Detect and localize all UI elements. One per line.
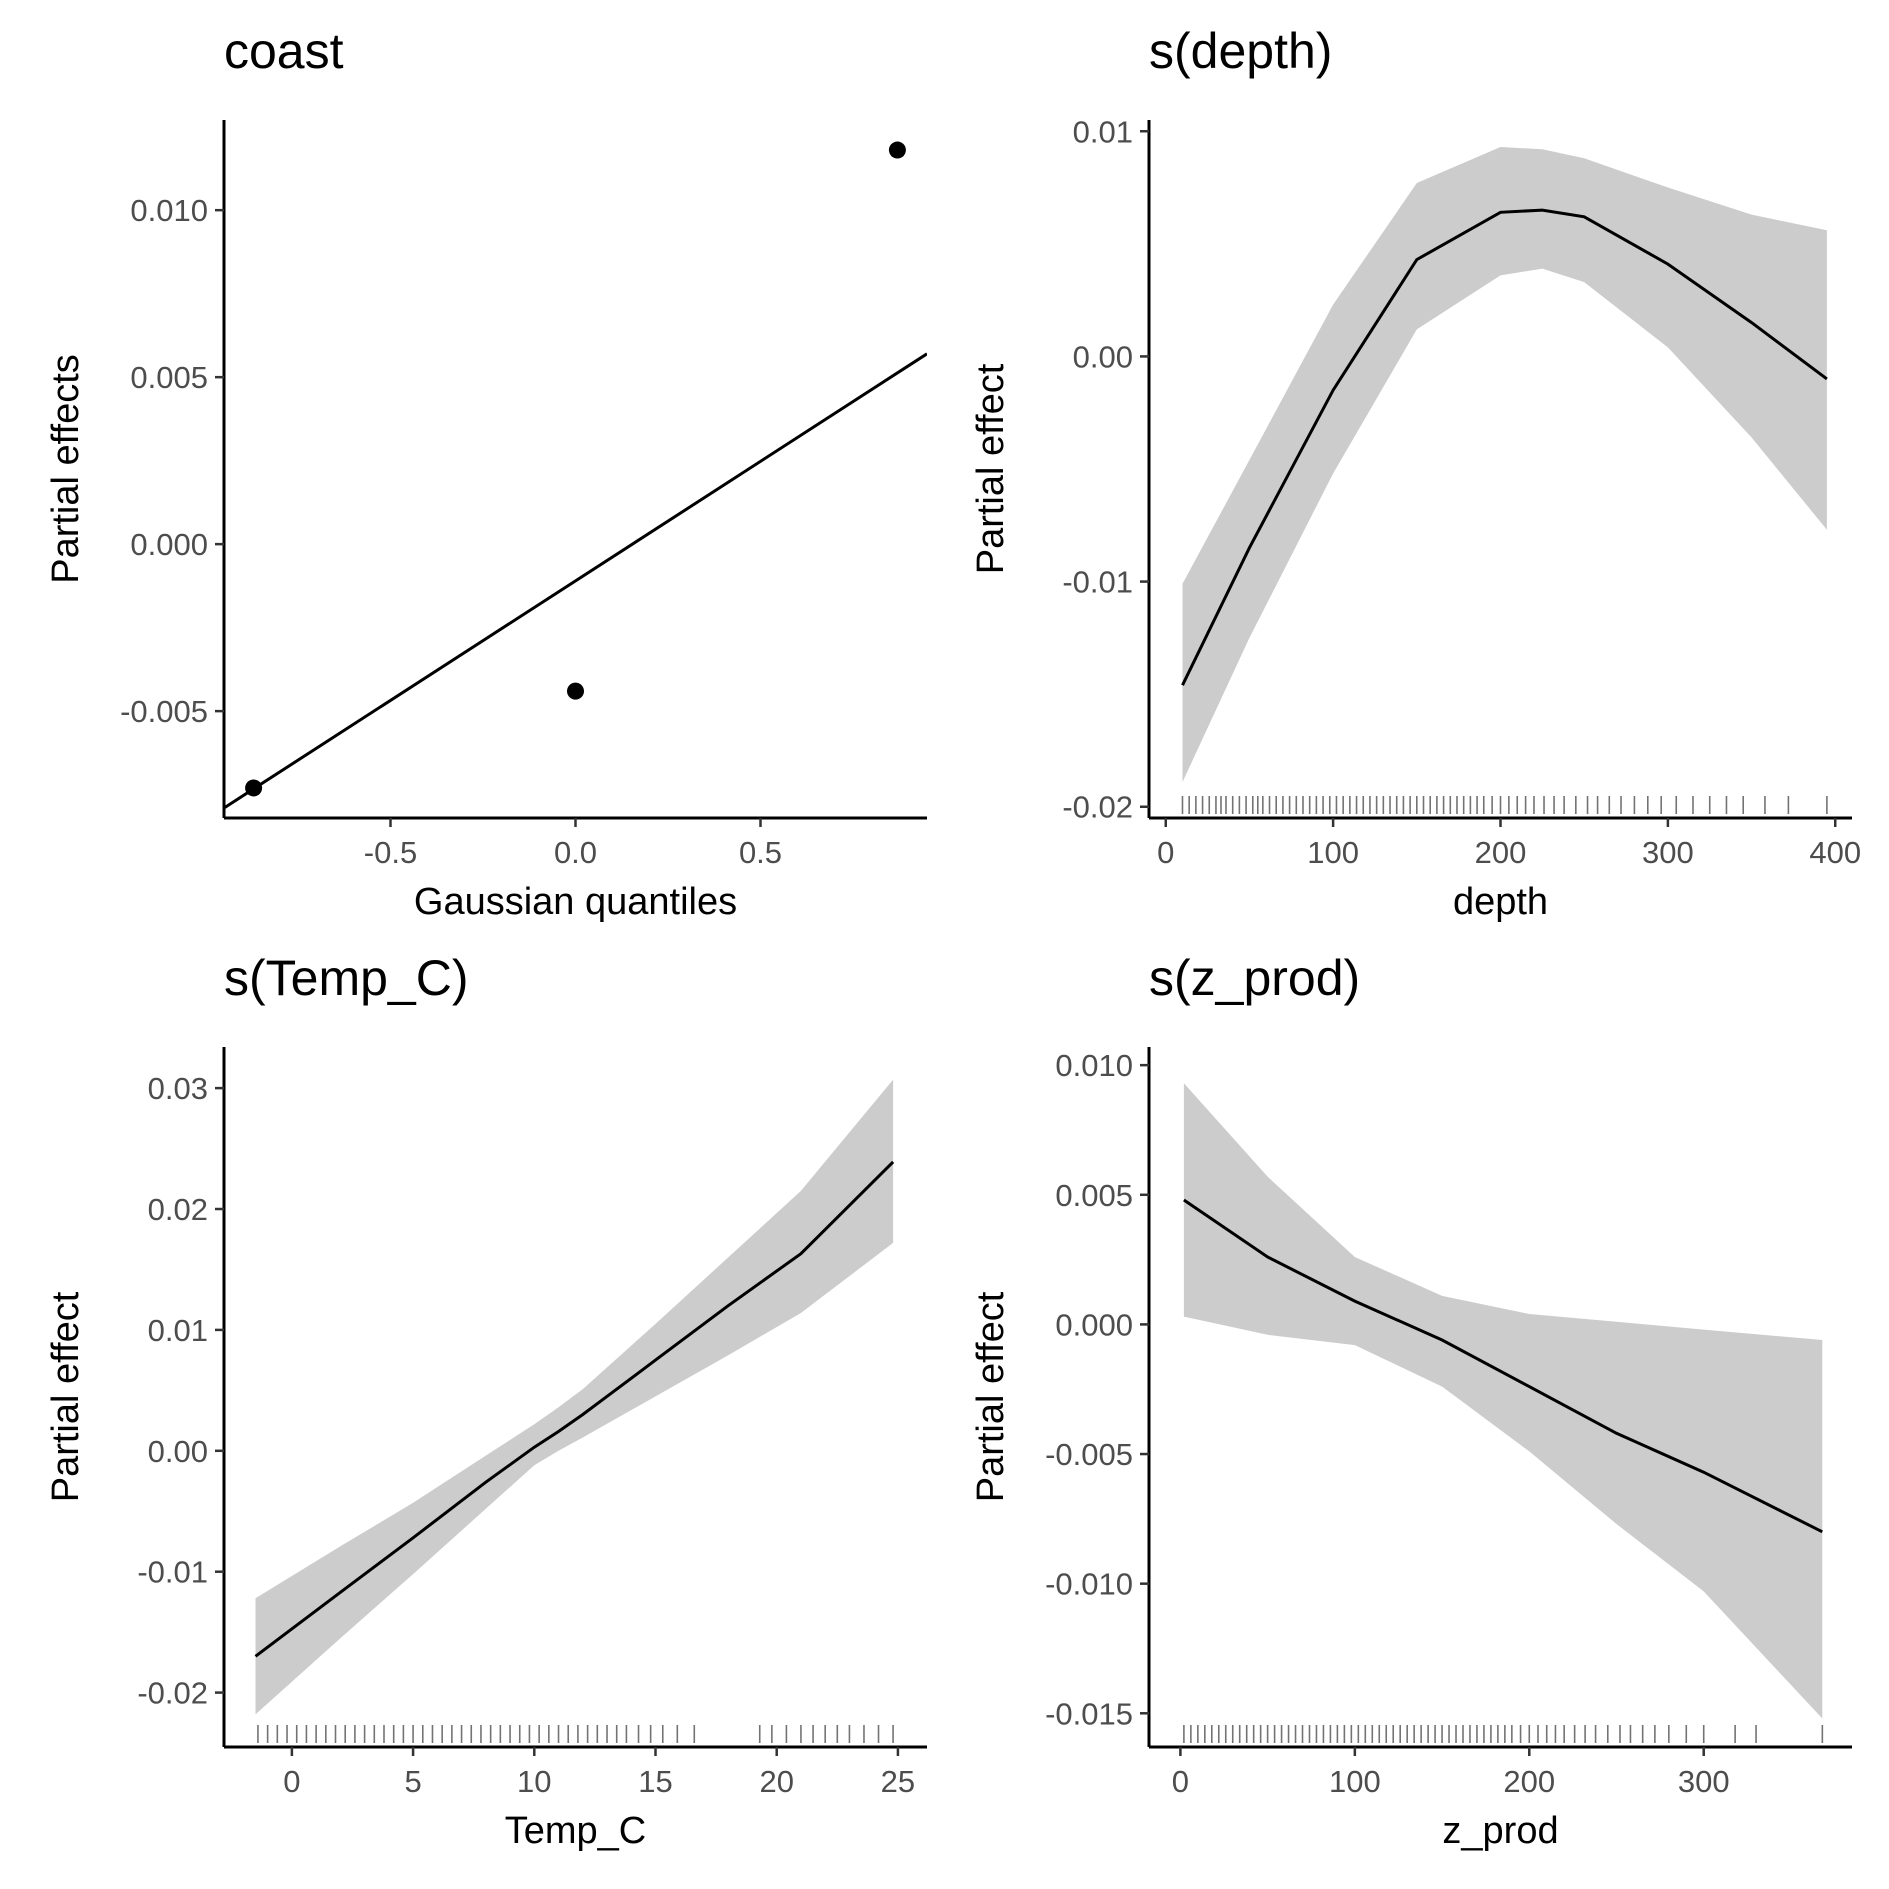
- y-axis-label: Partial effects: [45, 354, 87, 584]
- y-tick-label: -0.005: [1045, 1437, 1133, 1472]
- y-tick-label: 0.01: [1073, 114, 1133, 149]
- confidence-band: [1183, 1083, 1823, 1719]
- x-tick-label: 300: [1678, 1764, 1730, 1799]
- x-tick-label: 400: [1809, 835, 1861, 870]
- panel-title: s(z_prod): [1149, 950, 1360, 1006]
- x-tick-label: 100: [1307, 835, 1359, 870]
- y-tick-label: 0.01: [148, 1313, 208, 1348]
- panel-coast: -0.5 0.0 0.5 -0.005 0.000 0.005 0.010 coast Gaus…: [45, 23, 927, 923]
- y-tick-label: -0.01: [137, 1555, 208, 1590]
- smooth-line: [254, 1160, 895, 1658]
- rug-marks: [257, 1725, 894, 1743]
- y-axis-label: Partial effect: [970, 1291, 1012, 1502]
- x-tick-label: 0: [1157, 835, 1174, 870]
- y-tick-label: -0.010: [1045, 1567, 1133, 1602]
- panel-s-z-prod: 0 100 200 300 -0.015 -0.010 -0.005 0.000 0.005 0.…: [970, 950, 1852, 1852]
- x-tick-label: 0: [283, 1764, 300, 1799]
- panel-s-temp-c: 0 5 10 15 20 25 -0.02 -0.01 0.00 0.01 0.02 0.03 s(Te…: [45, 950, 927, 1852]
- rug-marks: [1181, 796, 1828, 814]
- y-tick-label: -0.02: [1062, 790, 1133, 825]
- qq-point: [567, 682, 584, 700]
- qq-point: [888, 141, 906, 159]
- x-tick-label: 200: [1503, 1764, 1555, 1799]
- y-axis-label: Partial effect: [970, 363, 1012, 574]
- x-tick-label: 10: [517, 1764, 551, 1799]
- x-tick-label: 300: [1642, 835, 1694, 870]
- y-tick-label: 0.00: [148, 1434, 208, 1469]
- smooth-line: [1183, 1198, 1823, 1534]
- x-tick-label: 20: [759, 1764, 793, 1799]
- y-tick-label: 0.005: [130, 360, 208, 395]
- y-tick-label: 0.00: [1073, 339, 1133, 374]
- x-tick-label: 25: [881, 1764, 915, 1799]
- plot-area: [254, 1079, 895, 1743]
- y-tick-label: -0.015: [1045, 1696, 1133, 1731]
- plot-area: [1183, 1083, 1824, 1743]
- panel-title: coast: [224, 23, 344, 79]
- x-tick-label: -0.5: [364, 835, 417, 870]
- x-tick-label: 100: [1329, 1764, 1381, 1799]
- y-tick-label: -0.02: [137, 1676, 208, 1711]
- x-tick-label: 0.0: [554, 835, 597, 870]
- x-axis-label: depth: [1453, 881, 1548, 923]
- x-tick-label: 0: [1172, 1764, 1189, 1799]
- rug-marks: [1183, 1725, 1824, 1743]
- y-tick-label: 0.000: [130, 527, 208, 562]
- qq-point: [245, 779, 263, 797]
- y-tick-label: 0.010: [1055, 1048, 1133, 1083]
- y-tick-label: 0.010: [130, 193, 208, 228]
- confidence-band: [1182, 147, 1827, 782]
- y-tick-label: 0.03: [148, 1071, 208, 1106]
- panel-title: s(Temp_C): [224, 950, 468, 1006]
- y-tick-label: 0.02: [148, 1192, 208, 1227]
- x-tick-label: 5: [404, 1764, 421, 1799]
- panel-s-depth: 0 100 200 300 400 -0.02 -0.01 0.00 0.01 s(depth) d…: [970, 23, 1861, 923]
- y-tick-label: -0.005: [120, 694, 208, 729]
- y-tick-label: -0.01: [1062, 565, 1133, 600]
- x-axis-label: Temp_C: [505, 1810, 647, 1852]
- plot-area: [224, 141, 927, 810]
- plot-area: [1181, 147, 1828, 814]
- x-tick-label: 200: [1475, 835, 1527, 870]
- x-tick-label: 15: [638, 1764, 672, 1799]
- confidence-band: [255, 1079, 894, 1715]
- x-tick-label: 0.5: [739, 835, 782, 870]
- x-axis-label: Gaussian quantiles: [414, 881, 737, 923]
- x-axis-label: z_prod: [1442, 1810, 1558, 1852]
- qq-reference-line: [224, 352, 927, 810]
- y-tick-label: 0.000: [1055, 1307, 1133, 1342]
- smooth-line: [1181, 208, 1828, 686]
- panel-title: s(depth): [1149, 23, 1332, 79]
- y-tick-label: 0.005: [1055, 1178, 1133, 1213]
- y-axis-label: Partial effect: [45, 1291, 87, 1502]
